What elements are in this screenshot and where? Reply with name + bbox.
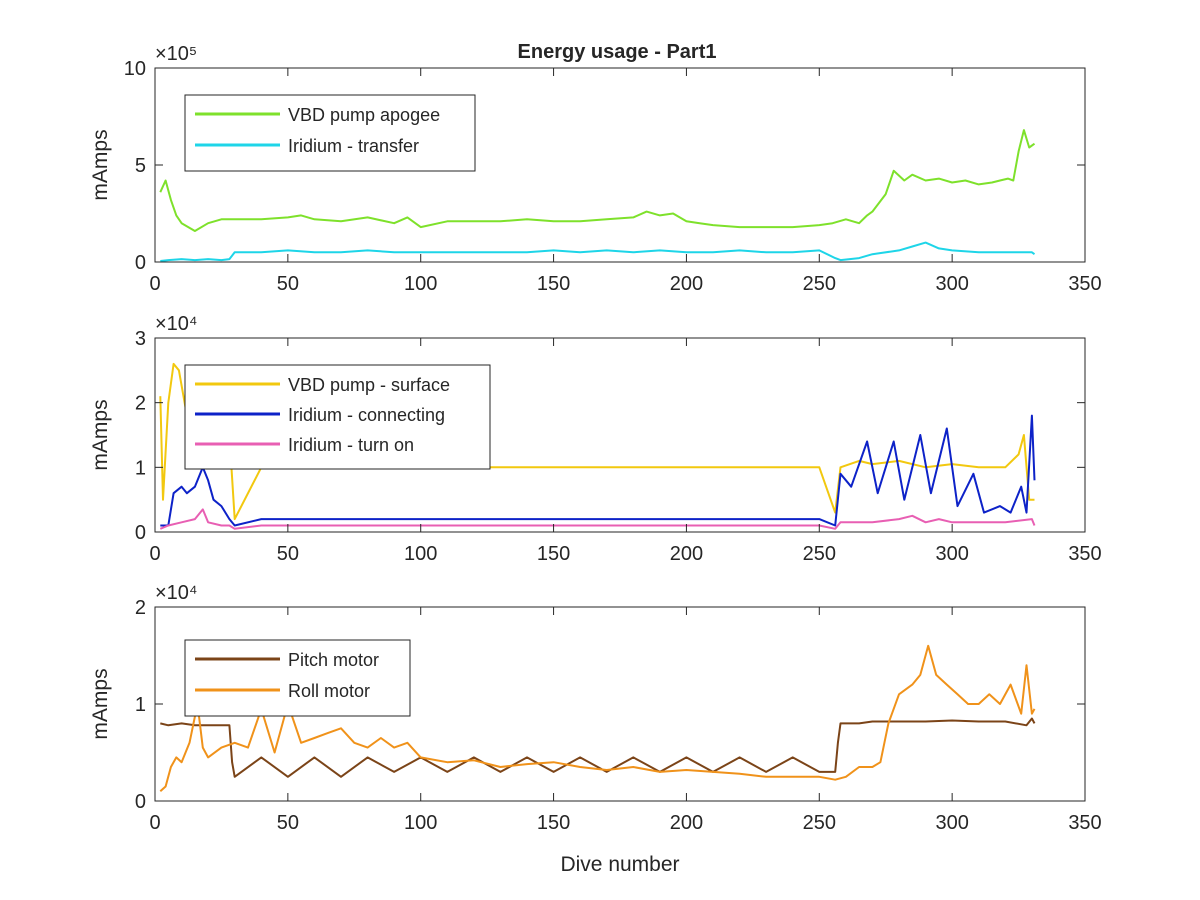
legend-label: Roll motor xyxy=(288,681,370,701)
figure-title: Energy usage - Part1 xyxy=(518,41,717,63)
y-tick-label: 0 xyxy=(135,791,146,813)
series-lines xyxy=(159,644,1036,793)
x-tick-label: 0 xyxy=(149,812,160,834)
y-tick-label: 10 xyxy=(124,58,146,80)
series-line-2 xyxy=(159,644,1036,793)
y-axis-label: mAmps xyxy=(89,129,112,200)
legend-label: Pitch motor xyxy=(288,650,379,670)
y-tick-label: 2 xyxy=(135,597,146,619)
y-axis-exponent: ×10⁵ xyxy=(155,43,197,65)
x-axis-label: Dive number xyxy=(560,853,679,876)
x-tick-label: 150 xyxy=(537,812,570,834)
legend-box xyxy=(184,639,411,717)
x-tick-label: 100 xyxy=(404,812,437,834)
x-tick-label: 50 xyxy=(277,812,299,834)
x-tick-label: 0 xyxy=(149,543,160,565)
x-tick-label: 0 xyxy=(149,273,160,295)
legend-box xyxy=(184,364,491,470)
legend-label: Iridium - connecting xyxy=(288,405,445,425)
legend-label: Iridium - turn on xyxy=(288,435,414,455)
subplot-1: 0 50 100 150 200 250 300 350 0 5 10 ×10⁵ mAmps VBD pu… xyxy=(89,43,1102,295)
legend-box xyxy=(184,94,476,172)
subplot-3: 0 50 100 150 200 250 300 350 0 1 2 ×10⁴ mAmps Pitch m… xyxy=(89,582,1102,834)
x-tick-label: 350 xyxy=(1068,812,1101,834)
y-tick-label: 5 xyxy=(135,155,146,177)
y-axis-exponent: ×10⁴ xyxy=(155,313,198,335)
x-tick-label: 300 xyxy=(935,273,968,295)
x-tick-label: 100 xyxy=(404,543,437,565)
y-axis-exponent: ×10⁴ xyxy=(155,582,198,604)
series-lines xyxy=(159,129,1036,262)
legend-label: VBD pump - surface xyxy=(288,375,450,395)
x-tick-label: 150 xyxy=(537,543,570,565)
x-tick-label: 250 xyxy=(803,543,836,565)
x-tick-label: 200 xyxy=(670,543,703,565)
y-tick-label: 1 xyxy=(135,694,146,716)
y-tick-label: 2 xyxy=(135,393,146,415)
x-tick-label: 150 xyxy=(537,273,570,295)
axes-box xyxy=(154,337,1086,533)
y-tick-label: 1 xyxy=(135,457,146,479)
x-tick-label: 250 xyxy=(803,273,836,295)
x-tick-label: 200 xyxy=(670,273,703,295)
series-line-2 xyxy=(160,241,1036,262)
series-line-1 xyxy=(160,717,1036,778)
x-tick-label: 350 xyxy=(1068,543,1101,565)
x-tick-label: 300 xyxy=(935,812,968,834)
series-line-2 xyxy=(160,414,1036,527)
subplot-2: 0 50 100 150 200 250 300 350 0 1 2 3 ×10⁴ mAmps VBD pu… xyxy=(89,313,1102,565)
legend-label: Iridium - transfer xyxy=(288,136,419,156)
x-tick-label: 100 xyxy=(404,273,437,295)
y-tick-label: 0 xyxy=(135,252,146,274)
x-tick-label: 50 xyxy=(277,273,299,295)
legend-label: VBD pump apogee xyxy=(288,105,440,125)
y-tick-label: 0 xyxy=(135,522,146,544)
x-tick-label: 350 xyxy=(1068,273,1101,295)
y-axis-label: mAmps xyxy=(89,668,112,739)
series-line-1 xyxy=(159,129,1036,232)
x-tick-label: 50 xyxy=(277,543,299,565)
x-tick-label: 250 xyxy=(803,812,836,834)
y-tick-label: 3 xyxy=(135,328,146,350)
x-tick-label: 200 xyxy=(670,812,703,834)
y-axis-label: mAmps xyxy=(89,399,112,470)
x-tick-label: 300 xyxy=(935,543,968,565)
series-line-3 xyxy=(159,508,1036,530)
